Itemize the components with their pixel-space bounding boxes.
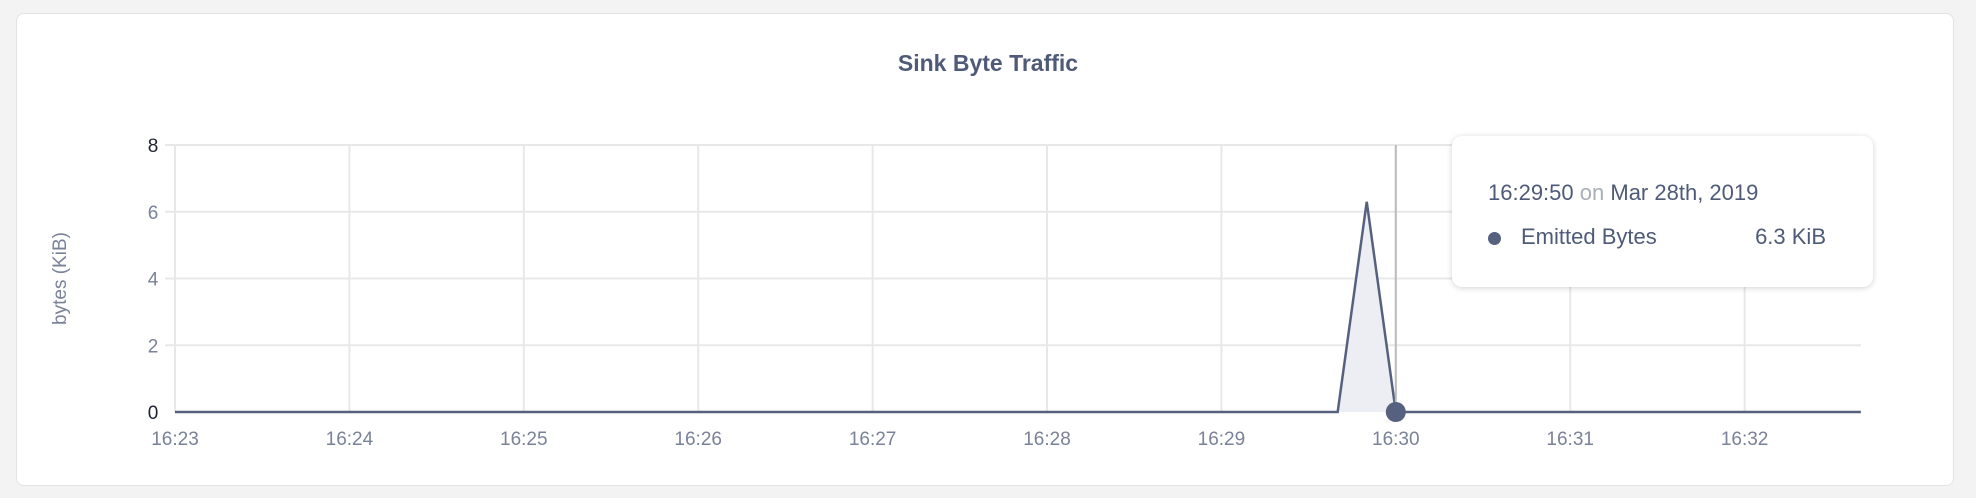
series-dot-icon [1488,231,1501,245]
series-line [175,201,1861,414]
tooltip-value: 6.3 KiB [1755,224,1826,249]
x-tick-label: 16:24 [326,429,374,450]
y-tick-label: 8 [148,136,159,157]
y-tick-label: 6 [148,203,159,224]
hover-point-marker [1385,402,1406,422]
x-tick-label: 16:28 [1023,429,1071,450]
tooltip-time: 16:29:50 [1488,180,1574,205]
y-axis-label: bytes (KiB) [50,232,71,325]
x-tick-label: 16:25 [500,429,548,450]
chart-tooltip: 16:29:50 on Mar 28th, 2019 Emitted Bytes… [1452,136,1873,287]
x-tick-label: 16:30 [1372,429,1420,450]
x-tick-label: 16:31 [1546,429,1594,450]
x-tick-label: 16:23 [151,429,199,450]
y-tick-label: 2 [148,336,159,357]
chart-title: Sink Byte Traffic [897,50,1079,76]
tooltip-row: Emitted Bytes 6.3 KiB [1488,224,1828,250]
x-tick-label: 16:32 [1721,429,1769,450]
x-tick-label: 16:29 [1198,429,1246,450]
tooltip-timestamp: 16:29:50 on Mar 28th, 2019 [1488,180,1758,206]
tooltip-on: on [1579,180,1605,205]
x-tick-label: 16:26 [674,429,722,450]
tooltip-date: Mar 28th, 2019 [1610,180,1759,205]
y-tick-label: 0 [148,403,159,424]
tooltip-series-name: Emitted Bytes [1521,224,1657,249]
y-tick-label: 4 [148,270,159,291]
x-tick-label: 16:27 [849,429,897,450]
